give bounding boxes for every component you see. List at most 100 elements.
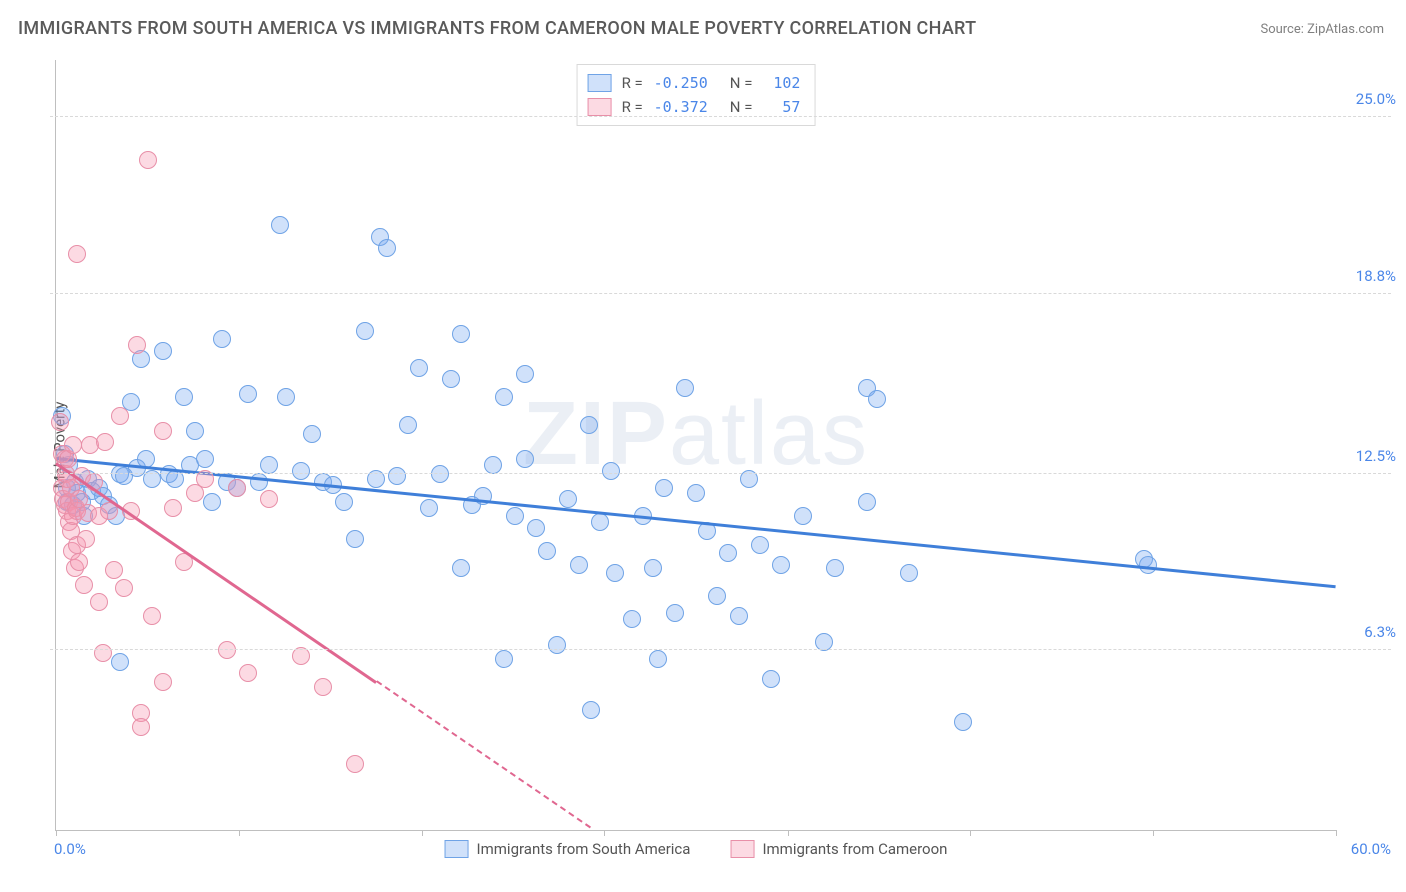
x-tick <box>239 830 240 836</box>
stats-n-label: N = <box>730 71 753 95</box>
plot-area: ZIPatlas Male Poverty R =-0.250N =102R =… <box>55 60 1336 831</box>
gridline <box>50 116 1391 117</box>
scatter-point <box>410 359 428 377</box>
trendline <box>56 457 1336 588</box>
scatter-point <box>420 499 438 517</box>
scatter-point <box>516 365 534 383</box>
scatter-point <box>826 559 844 577</box>
scatter-point <box>132 718 150 736</box>
scatter-point <box>1139 556 1157 574</box>
x-tick <box>56 830 57 836</box>
scatter-point <box>143 607 161 625</box>
scatter-point <box>228 479 246 497</box>
scatter-point <box>303 425 321 443</box>
scatter-point <box>719 544 737 562</box>
scatter-point <box>580 416 598 434</box>
stats-r-label: R = <box>622 71 643 95</box>
scatter-point <box>94 644 112 662</box>
scatter-point <box>858 493 876 511</box>
scatter-point <box>271 216 289 234</box>
scatter-point <box>815 633 833 651</box>
gridline <box>50 473 1391 474</box>
scatter-point <box>77 530 95 548</box>
scatter-point <box>431 465 449 483</box>
scatter-point <box>277 388 295 406</box>
x-tick <box>422 830 423 836</box>
scatter-point <box>64 436 82 454</box>
source-label: Source: ZipAtlas.com <box>1260 22 1384 37</box>
scatter-point <box>495 650 513 668</box>
legend-swatch <box>588 74 612 92</box>
scatter-point <box>762 670 780 688</box>
watermark-light: atlas <box>669 384 869 484</box>
trendline <box>375 680 591 830</box>
scatter-point <box>186 422 204 440</box>
y-tick-label: 18.8% <box>1356 267 1396 285</box>
scatter-point <box>111 407 129 425</box>
x-tick <box>604 830 605 836</box>
scatter-point <box>51 413 69 431</box>
scatter-point <box>139 151 157 169</box>
scatter-point <box>687 484 705 502</box>
scatter-point <box>666 604 684 622</box>
scatter-point <box>388 467 406 485</box>
x-tick <box>970 830 971 836</box>
bottom-legend: Immigrants from South AmericaImmigrants … <box>445 840 948 858</box>
scatter-point <box>548 636 566 654</box>
scatter-point <box>751 536 769 554</box>
scatter-point <box>399 416 417 434</box>
scatter-point <box>346 755 364 773</box>
y-tick-label: 6.3% <box>1364 623 1396 641</box>
legend-swatch <box>445 840 469 858</box>
scatter-point <box>239 385 257 403</box>
scatter-point <box>772 556 790 574</box>
gridline <box>50 649 1391 650</box>
scatter-point <box>68 245 86 263</box>
gridline <box>50 293 1391 294</box>
scatter-point <box>128 336 146 354</box>
scatter-point <box>346 530 364 548</box>
scatter-point <box>582 701 600 719</box>
legend-item: Immigrants from Cameroon <box>730 840 947 858</box>
scatter-point <box>452 325 470 343</box>
scatter-point <box>175 388 193 406</box>
scatter-point <box>527 519 545 537</box>
scatter-point <box>794 507 812 525</box>
legend-swatch <box>730 840 754 858</box>
scatter-point <box>516 450 534 468</box>
scatter-point <box>70 553 88 571</box>
scatter-point <box>570 556 588 574</box>
scatter-point <box>111 653 129 671</box>
scatter-point <box>203 493 221 511</box>
legend-label: Immigrants from Cameroon <box>762 840 947 858</box>
scatter-point <box>868 390 886 408</box>
x-tick <box>1153 830 1154 836</box>
stats-n-value: 102 <box>762 71 800 95</box>
scatter-point <box>260 456 278 474</box>
scatter-point <box>378 239 396 257</box>
y-tick-label: 12.5% <box>1356 447 1396 465</box>
scatter-point <box>105 561 123 579</box>
watermark-bold: ZIP <box>523 384 669 484</box>
scatter-point <box>115 579 133 597</box>
scatter-point <box>900 564 918 582</box>
legend-swatch <box>588 98 612 116</box>
scatter-point <box>591 513 609 531</box>
scatter-point <box>452 559 470 577</box>
scatter-point <box>96 433 114 451</box>
scatter-point <box>538 542 556 560</box>
scatter-point <box>164 499 182 517</box>
x-tick <box>1336 830 1337 836</box>
chart-title: IMMIGRANTS FROM SOUTH AMERICA VS IMMIGRA… <box>18 18 976 39</box>
scatter-point <box>655 479 673 497</box>
scatter-point <box>495 388 513 406</box>
scatter-point <box>154 673 172 691</box>
scatter-point <box>292 462 310 480</box>
scatter-point <box>644 559 662 577</box>
scatter-point <box>213 330 231 348</box>
scatter-point <box>559 490 577 508</box>
scatter-point <box>676 379 694 397</box>
stats-r-value: -0.250 <box>653 71 708 95</box>
x-axis-min-label: 0.0% <box>54 840 86 858</box>
scatter-point <box>506 507 524 525</box>
